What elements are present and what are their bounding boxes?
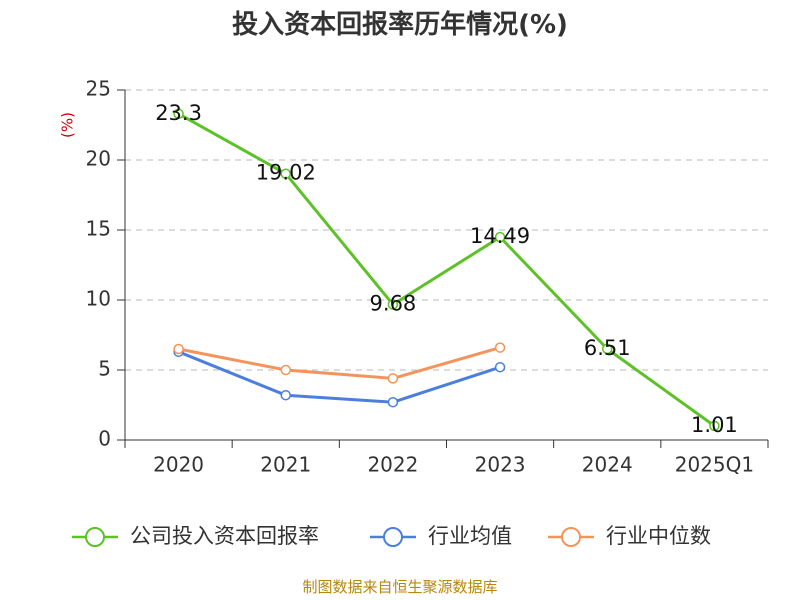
legend-label: 行业中位数 xyxy=(606,524,711,548)
y-axis-label: (%) xyxy=(59,112,77,138)
x-tick-label: 2020 xyxy=(153,453,204,477)
y-tick-label: 20 xyxy=(86,147,111,171)
data-label: 23.3 xyxy=(155,101,202,125)
data-point xyxy=(387,373,399,384)
series-line-2 xyxy=(178,346,501,380)
data-point xyxy=(494,231,506,243)
data-point xyxy=(494,342,506,353)
series-line-1 xyxy=(178,350,501,404)
data-label: 9.68 xyxy=(370,291,417,315)
data-point xyxy=(387,396,399,408)
data-point xyxy=(602,343,613,355)
x-tick-label: 2025Q1 xyxy=(675,453,754,477)
data-point xyxy=(709,420,720,432)
legend-marker xyxy=(85,527,105,547)
data-point xyxy=(387,299,399,310)
data-point xyxy=(280,168,291,179)
x-tick-label: 2023 xyxy=(475,453,526,477)
data-label: 6.51 xyxy=(584,336,631,360)
legend-marker xyxy=(561,527,581,547)
data-point xyxy=(173,343,184,355)
axes: 0 5 10 15 20 25 2020 2021 2022 2023 2024 2025Q1 xyxy=(86,77,769,477)
data-point xyxy=(494,361,506,373)
y-tick-label: 10 xyxy=(86,287,111,311)
chart-title: 投入资本回报率历年情况(%) xyxy=(232,10,568,40)
data-label: 14.49 xyxy=(470,224,530,248)
source-note: 制图数据来自恒生聚源数据库 xyxy=(302,578,498,596)
x-tick-label: 2022 xyxy=(367,453,418,477)
legend-marker xyxy=(383,527,403,547)
data-label: 1.01 xyxy=(691,413,738,437)
series-lines xyxy=(173,108,720,432)
series-line-0 xyxy=(177,112,716,428)
x-tick-label: 2021 xyxy=(260,453,311,477)
data-labels: 23.3 19.02 9.68 14.49 6.51 1.01 xyxy=(155,101,738,437)
data-point xyxy=(173,108,184,120)
y-tick-label: 5 xyxy=(98,357,111,381)
y-tick-label: 15 xyxy=(86,217,111,241)
legend: 公司投入资本回报率 行业均值 行业中位数 xyxy=(72,524,711,548)
gridlines xyxy=(125,89,768,371)
data-label: 19.02 xyxy=(256,161,316,185)
y-tick-label: 25 xyxy=(86,77,111,101)
legend-label: 行业均值 xyxy=(428,524,512,548)
y-tick-label: 0 xyxy=(98,427,111,451)
legend-label: 公司投入资本回报率 xyxy=(130,524,319,548)
x-tick-label: 2024 xyxy=(582,453,633,477)
data-point xyxy=(280,364,291,376)
data-point xyxy=(280,389,291,401)
